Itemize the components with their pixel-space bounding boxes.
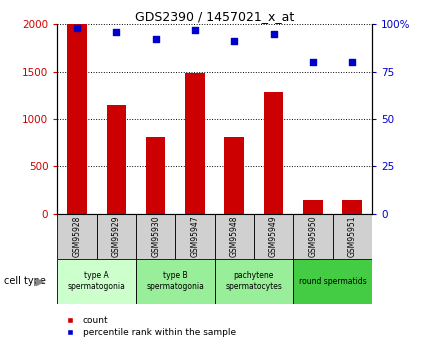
Point: [349, 59, 356, 65]
Bar: [264, 92, 283, 214]
Point: [113, 29, 120, 34]
Bar: [303, 200, 323, 214]
Bar: [224, 137, 244, 214]
Bar: [175, 214, 215, 259]
Text: type A
spermatogonia: type A spermatogonia: [68, 272, 126, 291]
Text: ▶: ▶: [36, 276, 45, 286]
Bar: [332, 214, 372, 259]
Bar: [136, 214, 175, 259]
Point: [309, 59, 316, 65]
Bar: [67, 24, 87, 214]
Bar: [136, 259, 215, 304]
Title: GDS2390 / 1457021_x_at: GDS2390 / 1457021_x_at: [135, 10, 294, 23]
Text: GSM95951: GSM95951: [348, 216, 357, 257]
Text: pachytene
spermatocytes: pachytene spermatocytes: [226, 272, 282, 291]
Text: GSM95928: GSM95928: [73, 216, 82, 257]
Legend: count, percentile rank within the sample: count, percentile rank within the sample: [58, 313, 240, 341]
Bar: [57, 214, 96, 259]
Bar: [343, 200, 362, 214]
Text: type B
spermatogonia: type B spermatogonia: [146, 272, 204, 291]
Text: GSM95950: GSM95950: [309, 216, 317, 257]
Text: round spermatids: round spermatids: [299, 277, 366, 286]
Point: [270, 31, 277, 36]
Point: [192, 27, 198, 32]
Text: GSM95948: GSM95948: [230, 216, 239, 257]
Bar: [57, 259, 136, 304]
Text: cell type: cell type: [4, 276, 46, 286]
Bar: [254, 214, 293, 259]
Bar: [215, 259, 293, 304]
Bar: [146, 137, 165, 214]
Point: [152, 37, 159, 42]
Bar: [215, 214, 254, 259]
Point: [231, 38, 238, 44]
Bar: [185, 73, 205, 214]
Bar: [293, 214, 332, 259]
Text: GSM95930: GSM95930: [151, 216, 160, 257]
Bar: [107, 105, 126, 214]
Text: GSM95949: GSM95949: [269, 216, 278, 257]
Bar: [96, 214, 136, 259]
Text: GSM95947: GSM95947: [190, 216, 199, 257]
Point: [74, 25, 80, 31]
Bar: [293, 259, 372, 304]
Text: GSM95929: GSM95929: [112, 216, 121, 257]
